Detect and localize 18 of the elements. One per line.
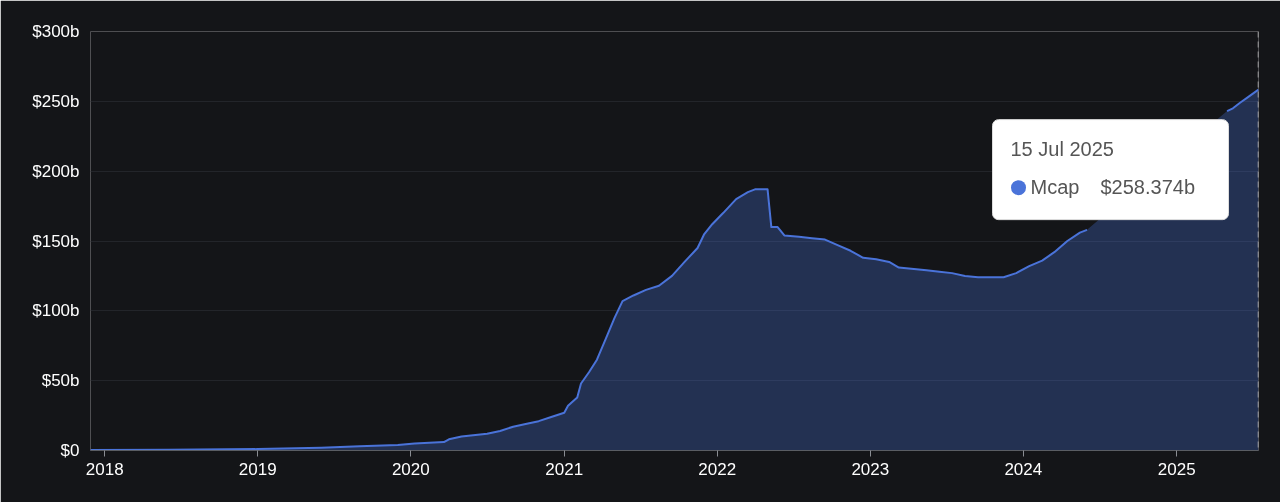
x-tick-label: 2022 <box>698 459 737 479</box>
legend-label: Mcap <box>1030 175 1080 198</box>
annotation: $258.374b <box>1100 175 1196 198</box>
x-tick-label: 2020 <box>391 459 430 479</box>
y-tick-label: $100b <box>32 301 80 321</box>
annotation: 15 Jul 2025 <box>1010 137 1114 160</box>
y-tick-label: $300b <box>32 22 80 41</box>
y-tick-label: $250b <box>32 91 80 111</box>
y-tick-label: $150b <box>32 231 80 251</box>
y-tick-label: $200b <box>32 161 80 181</box>
x-tick-label: 2024 <box>1004 459 1043 479</box>
x-tick-label: 2019 <box>238 459 277 479</box>
y-tick-label: $50b <box>41 371 80 391</box>
x-tick-label: 2025 <box>1157 459 1196 479</box>
x-tick-label: 2023 <box>851 459 890 479</box>
x-tick-label: 2018 <box>85 459 124 479</box>
y-tick-label: $0 <box>60 441 80 460</box>
x-tick-label: 2021 <box>545 459 584 479</box>
